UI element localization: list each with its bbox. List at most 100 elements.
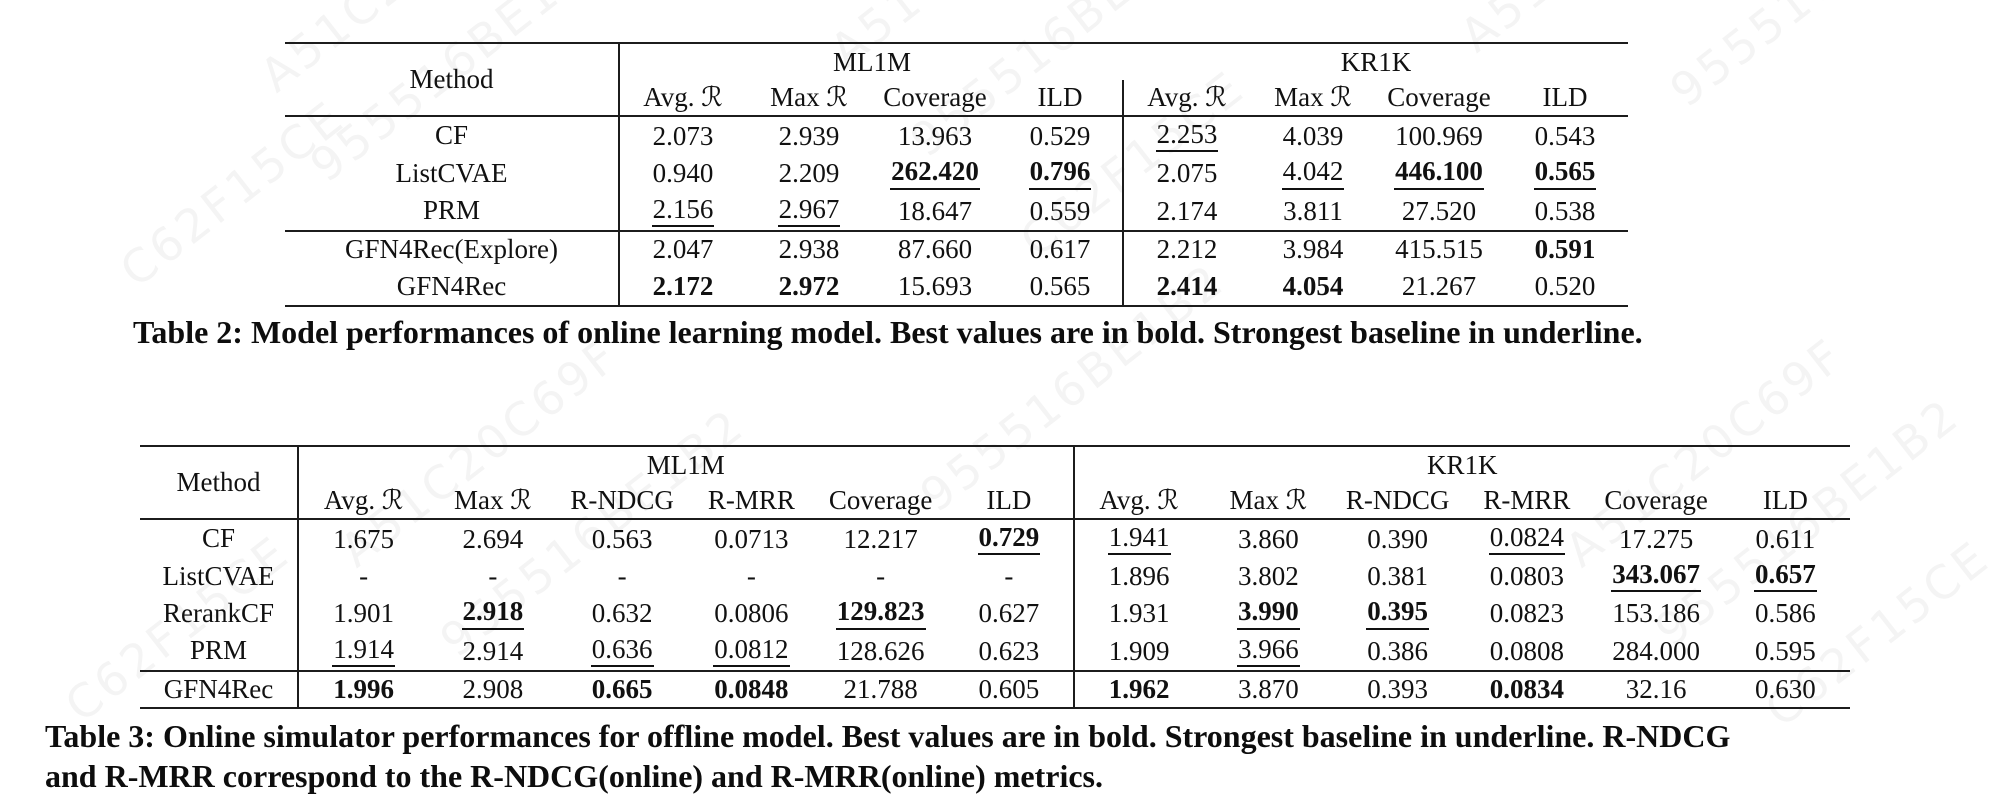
cell-value: 0.0803 — [1489, 560, 1564, 591]
value-cell: 0.538 — [1502, 192, 1628, 230]
value-cell: 2.414 — [1124, 267, 1250, 305]
value-cell: 3.966 — [1204, 632, 1333, 669]
value-cell: 0.665 — [558, 672, 687, 707]
value-cell: 0.729 — [945, 520, 1075, 558]
value-cell: 18.647 — [872, 192, 998, 230]
cell-value: 0.393 — [1367, 674, 1428, 705]
value-cell: 27.520 — [1376, 192, 1502, 230]
cell-value: 1.896 — [1108, 560, 1170, 591]
cell-value: 0.0823 — [1489, 598, 1564, 629]
value-cell: 1.996 — [299, 672, 428, 707]
cell-value: 2.938 — [778, 234, 840, 265]
value-cell: 2.174 — [1124, 192, 1250, 230]
column-header: Max ℛ — [1229, 485, 1308, 515]
cell-value: 27.520 — [1401, 195, 1477, 226]
cell-value: 129.823 — [835, 597, 926, 630]
cell-value: 0.0806 — [714, 598, 789, 629]
value-cell: 0.520 — [1502, 267, 1628, 305]
column-header: Avg. ℛ — [1147, 82, 1227, 112]
table-row: PRM 2.156 2.967 18.647 0.559 2.174 3.811 27.520… — [285, 192, 1628, 230]
dataset-group-row: ML1M KR1K — [620, 44, 1628, 80]
value-cell: 1.931 — [1075, 595, 1204, 632]
cell-value: 4.042 — [1281, 157, 1345, 190]
value-cell: 3.802 — [1204, 557, 1333, 594]
cell-value: 2.939 — [778, 120, 840, 151]
value-cell: 2.253 — [1124, 117, 1250, 155]
method-col-header: Method — [140, 447, 299, 518]
value-cell: - — [945, 557, 1075, 595]
method-cell: GFN4Rec — [285, 267, 620, 305]
value-cell: 2.209 — [746, 155, 872, 193]
value-cell: 0.0824 — [1462, 520, 1591, 557]
group-header-kr1k: KR1K — [1426, 449, 1498, 480]
cell-value: 18.647 — [897, 195, 973, 226]
column-header: R-MRR — [1483, 485, 1571, 515]
value-cell: 0.617 — [998, 231, 1124, 268]
column-header: Coverage — [828, 485, 933, 515]
table-row: GFN4Rec(Explore) 2.047 2.938 87.660 0.617 2.2… — [285, 229, 1628, 268]
cell-value: 3.990 — [1237, 597, 1300, 630]
value-cell: 2.075 — [1124, 155, 1250, 193]
value-cell: 0.605 — [945, 671, 1075, 707]
cell-value: 12.217 — [843, 523, 918, 554]
value-cell: 2.908 — [428, 672, 557, 707]
value-cell: 0.586 — [1721, 595, 1850, 632]
value-cell: 0.623 — [945, 632, 1075, 670]
column-header: ILD — [945, 483, 1075, 518]
cell-value: 446.100 — [1394, 157, 1484, 190]
value-cell: 100.969 — [1376, 117, 1502, 155]
cell-value: 128.626 — [836, 635, 925, 666]
cell-value: 2.073 — [652, 120, 714, 151]
value-cell: 153.186 — [1592, 595, 1721, 632]
cell-value: 0.729 — [977, 522, 1041, 555]
cell-value: 1.931 — [1108, 598, 1170, 629]
cell-value: 262.420 — [890, 157, 980, 190]
value-cell: 0.390 — [1333, 520, 1462, 557]
table-online-simulator-performance: Method ML1M KR1K Avg. ℛ Max ℛ R-NDCG R-MRR Cove… — [140, 445, 1850, 709]
value-cell: 4.042 — [1250, 155, 1376, 193]
method-col-header: Method — [285, 44, 620, 115]
value-cell: - — [687, 557, 816, 594]
cell-value: 1.996 — [333, 674, 394, 705]
cell-value: 0.611 — [1755, 523, 1816, 554]
cell-value: 284.000 — [1612, 635, 1700, 666]
cell-value: 2.253 — [1155, 119, 1219, 152]
value-cell: 2.967 — [746, 192, 872, 230]
method-cell: RerankCF — [140, 594, 299, 633]
cell-value: 0.381 — [1367, 560, 1428, 591]
cell-value: 100.969 — [1395, 120, 1483, 151]
value-cell: 3.860 — [1204, 520, 1333, 557]
table-online-learning-performance: Method ML1M KR1K Avg. ℛ Max ℛ Coverage ILD Avg.… — [285, 42, 1628, 307]
cell-value: 0.0713 — [714, 523, 789, 554]
column-header: Avg. ℛ — [1099, 485, 1179, 515]
cell-value: 2.047 — [652, 234, 714, 265]
value-cell: 0.611 — [1721, 520, 1850, 557]
table2-caption: Table 2: Model performances of online le… — [133, 314, 1643, 350]
method-cell: PRM — [285, 192, 620, 230]
column-header: ILD — [998, 80, 1124, 115]
method-cell: PRM — [140, 632, 299, 670]
value-cell: 3.870 — [1204, 672, 1333, 707]
table-row: ListCVAE - - - - - - 1.896 3.802 0.381 0.0803 343.0… — [140, 557, 1850, 595]
value-cell: 2.918 — [428, 595, 557, 632]
table3-caption-line-2: and R-MRR correspond to the R-NDCG(onlin… — [45, 758, 1103, 794]
cell-value: 2.212 — [1156, 234, 1218, 265]
value-cell: 4.054 — [1250, 267, 1376, 305]
value-cell: - — [428, 557, 557, 594]
method-cell: GFN4Rec — [140, 671, 299, 707]
value-cell: 262.420 — [872, 155, 998, 193]
value-cell: 0.559 — [998, 192, 1124, 230]
value-cell: 2.939 — [746, 117, 872, 155]
cell-value: - — [746, 560, 756, 591]
value-cell: 0.627 — [945, 594, 1075, 633]
cell-value: 1.901 — [333, 598, 394, 629]
cell-value: 0.565 — [1533, 157, 1597, 190]
value-cell: 1.914 — [299, 632, 428, 669]
cell-value: 3.984 — [1282, 234, 1344, 265]
cell-value: 87.660 — [897, 234, 973, 265]
column-header: R-MRR — [707, 485, 795, 515]
cell-value: 2.156 — [651, 194, 715, 228]
value-cell: 415.515 — [1376, 232, 1502, 268]
value-cell: 0.395 — [1333, 595, 1462, 632]
value-cell: 0.381 — [1333, 557, 1462, 594]
